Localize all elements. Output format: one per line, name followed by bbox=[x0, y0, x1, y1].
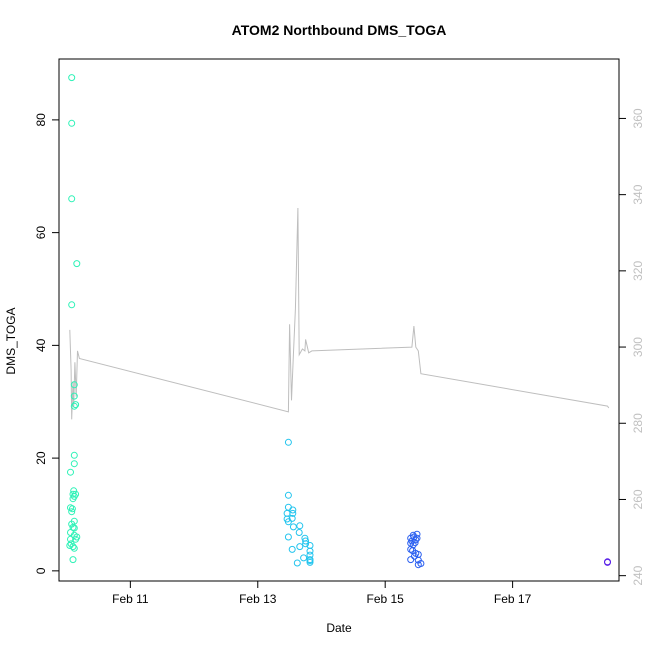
data-point bbox=[414, 561, 422, 569]
data-point bbox=[302, 540, 310, 548]
data-point bbox=[302, 537, 310, 545]
data-point bbox=[284, 518, 292, 526]
data-point bbox=[289, 506, 297, 514]
y2-tick-label: 280 bbox=[631, 413, 645, 433]
data-point bbox=[70, 524, 78, 532]
data-point bbox=[70, 460, 78, 468]
data-point bbox=[70, 402, 78, 410]
line-series bbox=[69, 207, 610, 420]
data-point bbox=[296, 522, 304, 530]
y-tick-label: 20 bbox=[34, 451, 48, 465]
y-axis-right: 240 260 280 300 320 340 360 bbox=[618, 108, 645, 586]
data-point bbox=[293, 559, 301, 567]
y-tick-label: 60 bbox=[34, 226, 48, 240]
x-tick-label: Feb 13 bbox=[239, 592, 277, 606]
y-axis-left: 0 20 40 60 80 bbox=[34, 113, 60, 574]
data-point bbox=[68, 301, 76, 309]
y2-tick-label: 240 bbox=[631, 565, 645, 585]
y2-tick-label: 320 bbox=[631, 261, 645, 281]
data-point bbox=[69, 556, 77, 564]
data-point bbox=[68, 74, 76, 82]
data-point bbox=[411, 539, 419, 547]
y-tick-label: 0 bbox=[34, 567, 48, 574]
data-point bbox=[407, 556, 415, 564]
data-point bbox=[284, 533, 292, 541]
scatter-points bbox=[66, 74, 611, 569]
data-point bbox=[295, 529, 303, 536]
y-axis-label: DMS_TOGA bbox=[4, 307, 18, 374]
data-point bbox=[73, 260, 81, 268]
data-point bbox=[69, 543, 77, 551]
data-point bbox=[69, 495, 77, 503]
x-tick-label: Feb 15 bbox=[367, 592, 405, 606]
data-point bbox=[284, 503, 292, 511]
y-tick-label: 40 bbox=[34, 338, 48, 352]
chart-title: ATOM2 Northbound DMS_TOGA bbox=[232, 22, 447, 38]
data-point bbox=[284, 438, 292, 446]
plot-frame bbox=[58, 58, 620, 582]
y2-tick-label: 300 bbox=[631, 337, 645, 357]
line-series-path bbox=[69, 207, 610, 420]
y-tick-label: 80 bbox=[34, 113, 48, 127]
data-point bbox=[68, 195, 76, 203]
data-point bbox=[306, 547, 314, 555]
data-point bbox=[72, 401, 80, 409]
data-point bbox=[67, 468, 74, 476]
data-point bbox=[288, 545, 296, 553]
y2-tick-label: 360 bbox=[631, 108, 645, 128]
x-axis-label: Date bbox=[326, 621, 352, 635]
data-point bbox=[70, 381, 78, 389]
x-tick-label: Feb 11 bbox=[112, 592, 149, 606]
data-point bbox=[289, 523, 297, 531]
data-point bbox=[72, 535, 80, 543]
data-point bbox=[68, 119, 76, 127]
data-point bbox=[68, 505, 76, 513]
data-point bbox=[306, 558, 314, 566]
data-point bbox=[407, 545, 415, 553]
x-axis: Feb 11 Feb 13 Feb 15 Feb 17 bbox=[112, 580, 532, 606]
data-point bbox=[284, 491, 292, 499]
data-point bbox=[70, 392, 78, 400]
data-point bbox=[70, 544, 78, 552]
data-point bbox=[68, 508, 76, 516]
y2-tick-label: 260 bbox=[631, 489, 645, 509]
x-tick-label: Feb 17 bbox=[494, 592, 532, 606]
data-point bbox=[70, 451, 78, 459]
data-point bbox=[604, 558, 611, 566]
data-point bbox=[300, 554, 308, 562]
y2-tick-label: 340 bbox=[631, 184, 645, 204]
data-point bbox=[296, 543, 304, 551]
